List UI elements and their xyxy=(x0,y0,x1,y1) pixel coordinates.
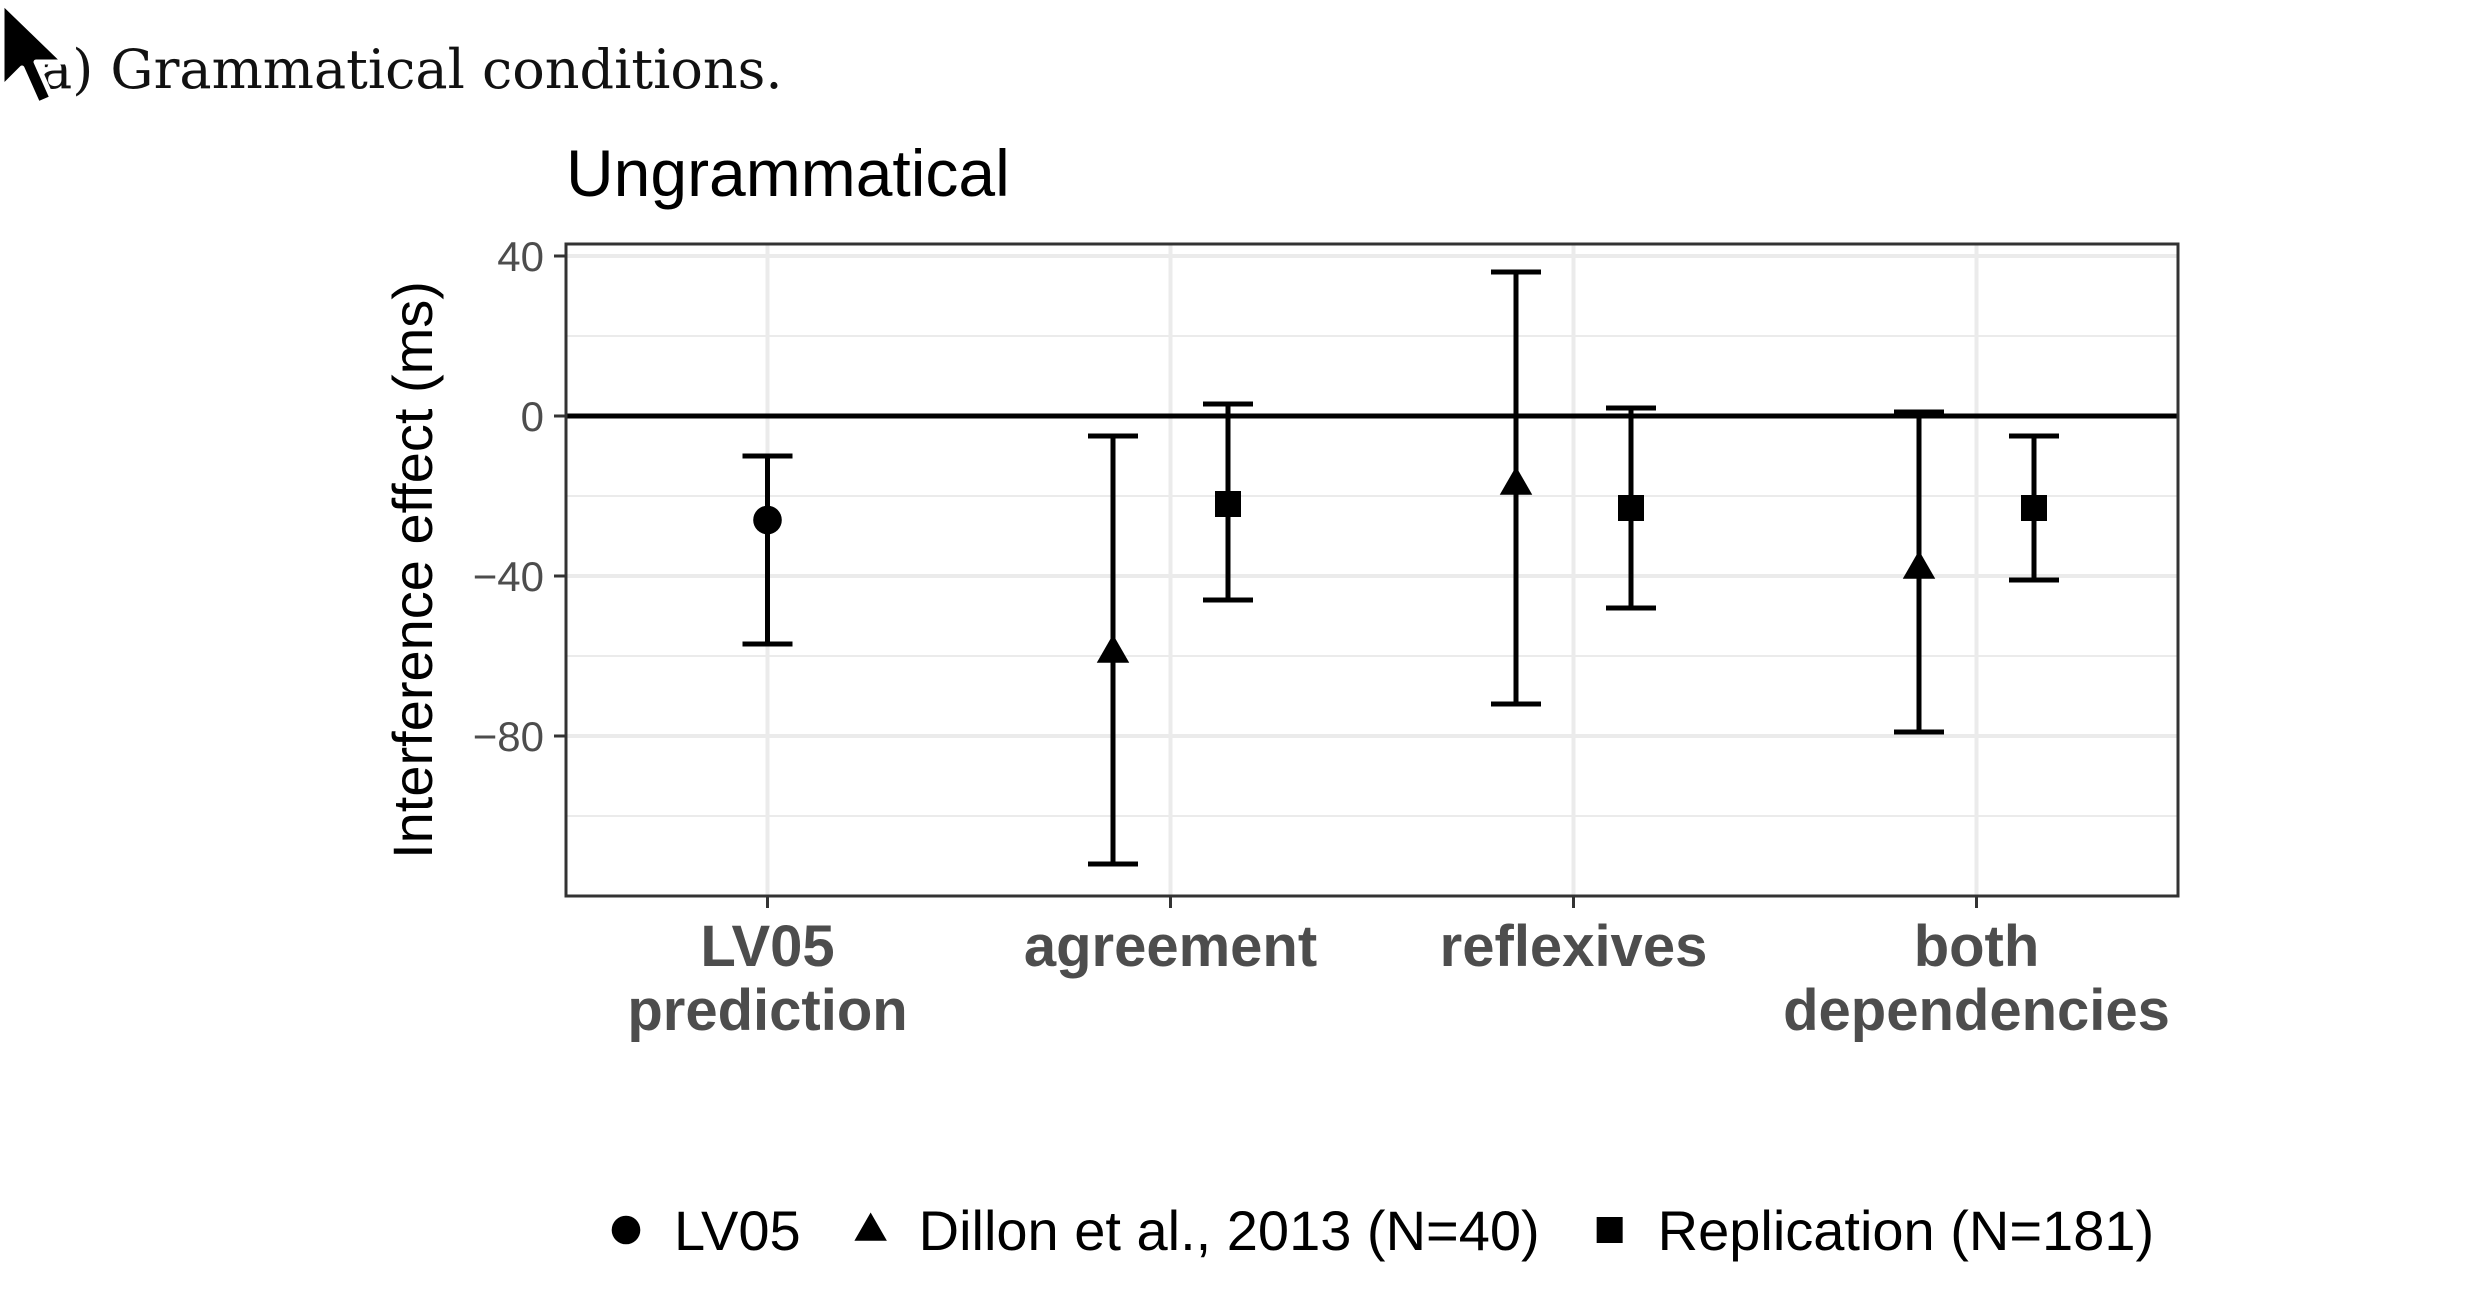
x-tick-label: reflexives xyxy=(1440,914,1708,979)
legend-triangle-icon xyxy=(854,1212,887,1241)
point-circle-marker xyxy=(753,505,782,535)
y-tick-label: −40 xyxy=(473,553,544,600)
point-square-marker xyxy=(1618,495,1644,521)
point-triangle-marker xyxy=(1902,550,1936,579)
legend-label: Replication (N=181) xyxy=(1658,1199,2154,1262)
legend-label: Dillon et al., 2013 (N=40) xyxy=(919,1199,1540,1262)
chart-title: Ungrammatical xyxy=(566,136,1010,210)
y-tick-label: 0 xyxy=(521,393,544,440)
legend-circle-icon xyxy=(611,1215,641,1245)
x-tick-label: agreement xyxy=(1024,914,1317,979)
legend-square-icon xyxy=(1596,1217,1623,1243)
point-triangle-marker xyxy=(1096,634,1130,663)
x-tick-label: both xyxy=(1914,914,2040,979)
point-triangle-marker xyxy=(1499,466,1533,495)
y-tick-label: −80 xyxy=(473,713,544,760)
figure-caption: a) Grammatical conditions. xyxy=(40,38,783,101)
mouse-cursor-icon xyxy=(0,0,67,107)
panel-border xyxy=(564,242,2180,898)
point-square-marker xyxy=(2021,495,2047,521)
y-tick-label: 40 xyxy=(497,233,544,280)
y-axis-label: Interference effect (ms) xyxy=(381,281,444,859)
legend-item: Dillon et al., 2013 (N=40) xyxy=(854,1199,1540,1262)
legend-item: LV05 xyxy=(611,1199,801,1262)
error-bar-circle xyxy=(742,453,793,647)
legend-label: LV05 xyxy=(674,1199,801,1262)
x-tick-label: prediction xyxy=(627,978,907,1043)
x-tick-label: LV05 xyxy=(700,914,834,979)
x-tick-label: dependencies xyxy=(1783,978,2170,1043)
legend-item: Replication (N=181) xyxy=(1596,1199,2154,1262)
point-square-marker xyxy=(1215,491,1241,517)
